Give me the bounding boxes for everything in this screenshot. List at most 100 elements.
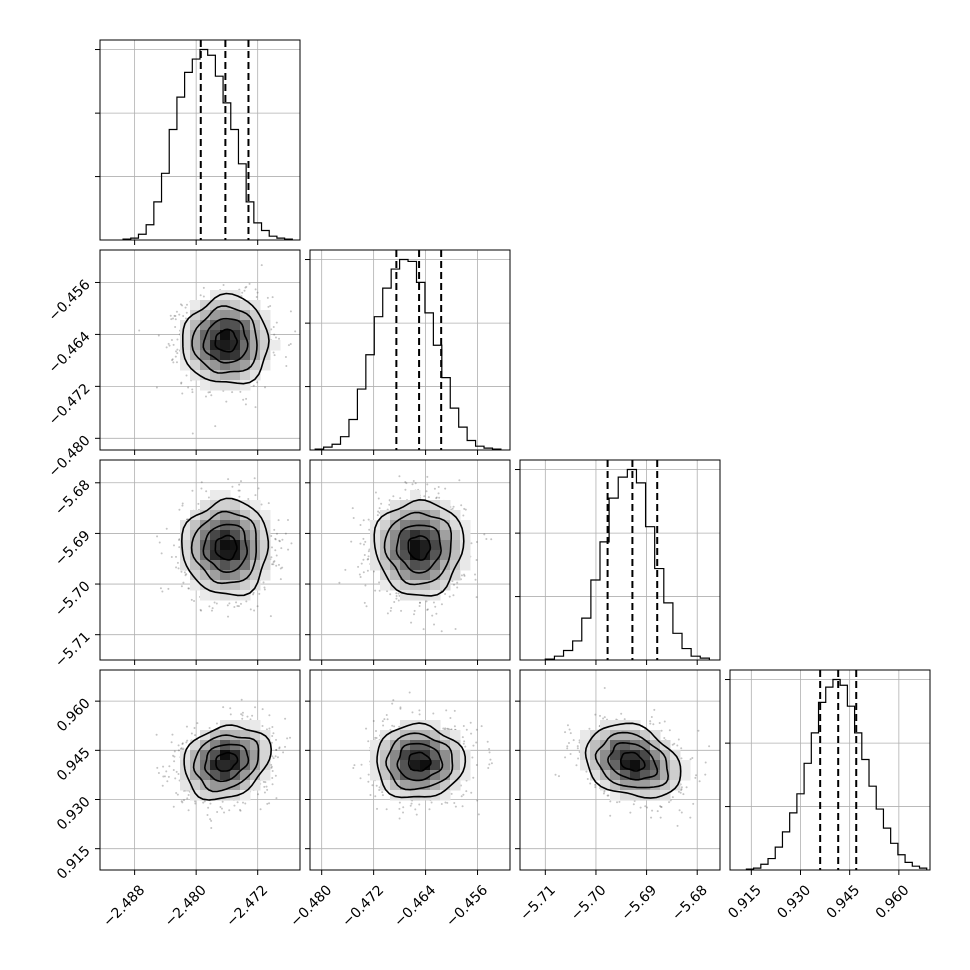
- density-cell: [450, 780, 461, 791]
- density-cell: [220, 510, 231, 521]
- density-cell: [250, 750, 261, 761]
- density-cell: [260, 340, 271, 351]
- sample-point: [275, 532, 278, 535]
- density-cell: [380, 520, 391, 531]
- sample-point: [286, 737, 289, 740]
- density-cell: [600, 720, 611, 731]
- sample-point: [649, 722, 652, 725]
- sample-point: [663, 737, 666, 740]
- sample-point: [191, 388, 194, 391]
- density-cell: [650, 780, 661, 791]
- sample-point: [433, 623, 436, 626]
- sample-point: [252, 384, 255, 387]
- density-cell: [220, 330, 231, 341]
- sample-point: [357, 565, 360, 568]
- sample-point: [273, 560, 276, 563]
- density-cell: [430, 540, 441, 551]
- density-cell: [420, 550, 431, 561]
- density-cell: [460, 770, 471, 781]
- sample-point: [172, 544, 175, 547]
- density-cell: [640, 790, 651, 801]
- sample-point: [603, 790, 606, 793]
- sample-point: [488, 763, 491, 766]
- density-cell: [400, 760, 411, 771]
- contour-level-2: [192, 734, 260, 793]
- density-cell: [200, 350, 211, 361]
- density-cell: [210, 590, 221, 601]
- sample-point: [566, 724, 569, 727]
- y-tick-label: −5.69: [52, 528, 94, 570]
- sample-point: [248, 282, 251, 285]
- density-cell: [400, 570, 411, 581]
- sample-point: [275, 554, 278, 557]
- density-cell: [240, 300, 251, 311]
- density-cell: [430, 510, 441, 521]
- density-cell: [450, 550, 461, 561]
- sample-point: [362, 571, 365, 574]
- density-layer: [138, 264, 297, 435]
- sample-point: [463, 507, 466, 510]
- sample-point: [673, 742, 676, 745]
- density-cell: [250, 310, 261, 321]
- sample-point: [180, 382, 183, 385]
- sample-point: [671, 743, 674, 746]
- density-cell: [430, 780, 441, 791]
- density-cell: [230, 310, 241, 321]
- contour-level-0: [620, 751, 646, 772]
- sample-point: [157, 334, 160, 337]
- density-cell: [650, 730, 661, 741]
- sample-point: [274, 538, 277, 541]
- sample-point: [181, 742, 184, 745]
- sample-point: [252, 593, 255, 596]
- density-cell: [390, 510, 401, 521]
- density-panel-3-1: −0.480 −0.472 −0.464 −0.456: [287, 669, 511, 930]
- sample-point: [680, 788, 683, 791]
- density-cell: [460, 540, 471, 551]
- sample-point: [167, 342, 170, 345]
- density-cell: [220, 760, 231, 771]
- sample-point: [257, 487, 260, 490]
- sample-point: [240, 713, 243, 716]
- sample-point: [171, 359, 174, 362]
- x-tick-label: −0.464: [391, 882, 439, 930]
- sample-point: [490, 538, 493, 541]
- sample-point: [691, 757, 694, 760]
- sample-point: [270, 546, 273, 549]
- sample-point: [442, 727, 445, 730]
- sample-point: [215, 602, 218, 605]
- density-cell: [410, 760, 421, 771]
- sample-point: [200, 609, 203, 612]
- sample-point: [266, 788, 269, 791]
- sample-point: [620, 712, 623, 715]
- sample-point: [231, 485, 234, 488]
- sample-point: [463, 574, 466, 577]
- sample-point: [464, 508, 467, 511]
- sample-point: [704, 773, 707, 776]
- sample-point: [242, 801, 245, 804]
- density-cell: [210, 580, 221, 591]
- sample-point: [652, 723, 655, 726]
- sample-point: [158, 541, 161, 544]
- density-cell: [430, 720, 441, 731]
- density-cell: [240, 510, 251, 521]
- sample-point: [704, 761, 707, 764]
- density-cell: [210, 490, 221, 501]
- density-cell: [210, 360, 221, 371]
- sample-point: [414, 482, 417, 485]
- density-cell: [250, 360, 261, 371]
- density-cell: [210, 530, 221, 541]
- sample-point: [692, 802, 695, 805]
- sample-point: [445, 709, 448, 712]
- sample-point: [434, 605, 437, 608]
- density-cell: [250, 780, 261, 791]
- sample-point: [449, 716, 452, 719]
- sample-point: [680, 757, 683, 760]
- sample-point: [244, 403, 247, 406]
- density-cell: [210, 300, 221, 311]
- sample-point: [256, 381, 259, 384]
- sample-point: [470, 542, 473, 545]
- x-tick-label: −0.480: [287, 882, 335, 930]
- density-cell: [410, 720, 421, 731]
- density-cell: [440, 510, 451, 521]
- sample-point: [273, 354, 276, 357]
